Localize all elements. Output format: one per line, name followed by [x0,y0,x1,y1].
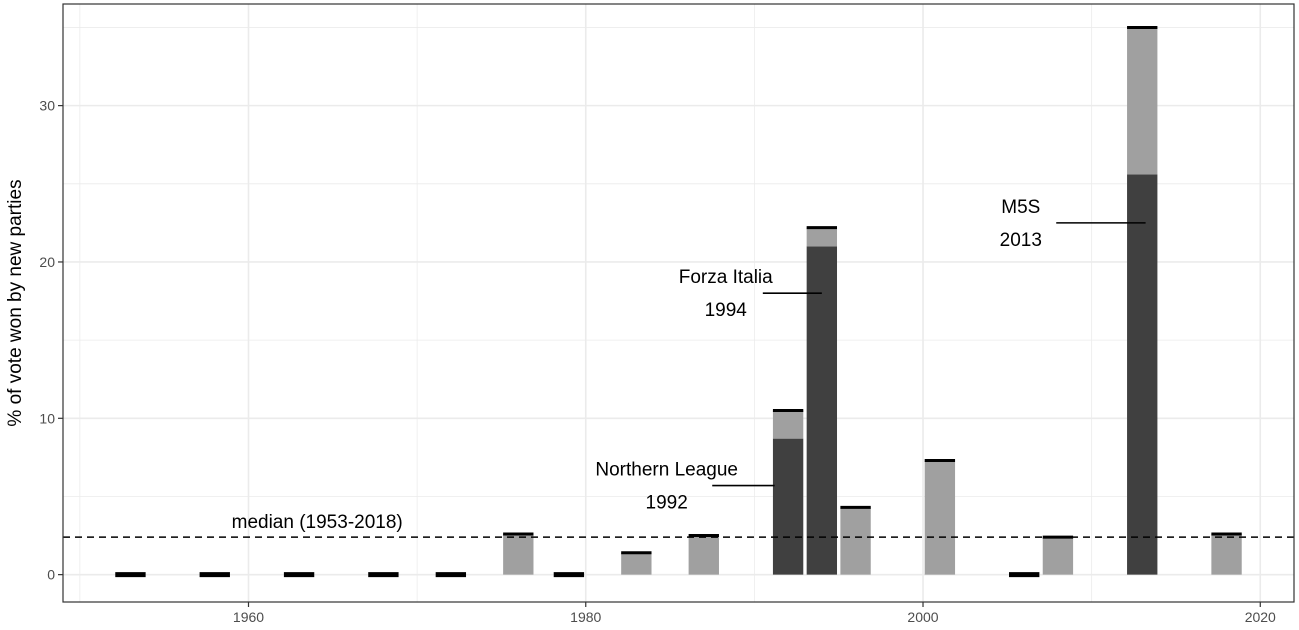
annotation-label-m5s: M5S [1001,197,1040,218]
y-tick-label-10: 10 [39,410,55,426]
annotation-year-m5s: 2013 [1000,230,1042,251]
bar-other-1983 [621,552,652,575]
axes: 1960 1980 2000 2020 0 10 20 30 [39,98,1276,625]
bar-other-2013 [1127,27,1158,175]
grid-lines [63,4,1294,602]
x-tick-label-2000: 2000 [907,609,938,625]
bar-other-1987 [688,535,719,575]
median-line-group: median (1953-2018) [63,512,1294,538]
bar-other-1992 [772,410,804,439]
y-tick-label-30: 30 [39,98,55,114]
y-axis-title: % of vote won by new parties [5,179,26,426]
x-tick-label-2020: 2020 [1245,609,1276,625]
annotation-year-northern-league: 1992 [646,493,688,514]
bars [115,25,1242,578]
annotation-label-forza-italia: Forza Italia [679,267,773,288]
bar-other-2001 [924,460,956,575]
x-tick-label-1980: 1980 [570,609,601,625]
bar-other-1996 [840,507,871,575]
bar-major-1994 [806,246,838,575]
bar-other-1994 [806,227,838,247]
y-tick-label-0: 0 [47,567,55,583]
panel-border [62,3,1295,603]
bar-other-2018 [1211,533,1242,575]
bar-other-2008 [1042,537,1074,575]
x-tick-label-1960: 1960 [233,609,264,625]
bar-major-1992 [772,438,804,575]
bar-other-1976 [503,533,534,575]
annotation-label-northern-league: Northern League [595,460,738,481]
median-label: median (1953-2018) [232,512,403,533]
y-tick-label-20: 20 [39,254,55,270]
annotations: Northern League 1992 Forza Italia 1994 M5S 20… [595,197,1146,514]
bar-major-2013 [1127,174,1158,575]
annotation-year-forza-italia: 1994 [705,300,748,321]
